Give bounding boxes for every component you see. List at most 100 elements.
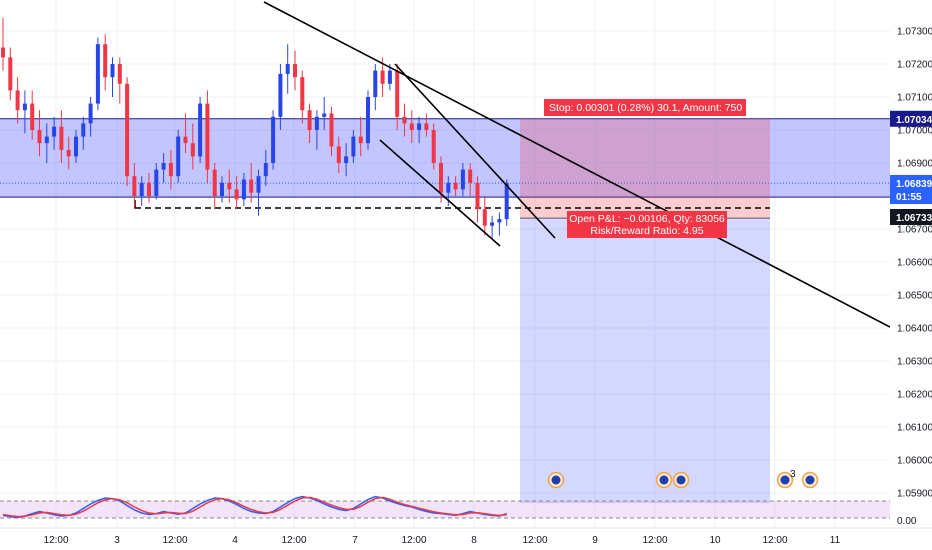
price-tick-label: 1.06400 <box>897 324 932 335</box>
time-tick-label: 12:00 <box>43 535 68 546</box>
grid <box>0 0 890 528</box>
bar-countdown: 01:55 <box>896 192 922 203</box>
candle-body <box>314 116 319 130</box>
time-tick-label: 12:00 <box>642 535 667 546</box>
price-axis[interactable]: 1.07300 1.07200 1.07100 1.07000 1.06900 1.068… <box>890 0 932 528</box>
time-tick-label: 12:00 <box>162 535 187 546</box>
candle-body <box>8 57 13 91</box>
candle-body <box>198 103 203 157</box>
candle-body <box>504 182 509 220</box>
time-tick-label: 9 <box>592 535 598 546</box>
event-flag-icon <box>659 475 669 485</box>
candle-body <box>183 136 188 144</box>
candle-body <box>117 64 122 84</box>
oscillator-band <box>0 501 890 518</box>
candle-body <box>1 47 5 58</box>
time-axis[interactable]: 12:00 3 12:00 4 12:00 7 12:00 8 12:00 9 12:00 10 12:… <box>0 527 932 546</box>
channel-lower-line <box>379 139 501 247</box>
candle-body <box>161 163 166 170</box>
current-price-value: 1.06839 <box>896 179 932 190</box>
stop-label-box <box>544 99 746 116</box>
candle-body <box>380 70 385 84</box>
candle-body <box>154 169 159 196</box>
candle-body <box>387 70 392 84</box>
candle-body <box>256 176 261 193</box>
upper-price-badge <box>890 110 932 127</box>
candle-body <box>234 189 239 200</box>
candle-body <box>475 182 480 210</box>
candle-body <box>249 179 254 193</box>
trend-line-long <box>263 1 891 328</box>
candle-body <box>336 146 341 163</box>
candle-body <box>74 136 78 157</box>
time-tick-label: 10 <box>709 535 721 546</box>
trend-lines <box>263 1 891 328</box>
candle-body <box>139 182 144 196</box>
candle-body <box>453 182 458 190</box>
stop-label: Stop: 0.00301 (0.28%) 30.1, Amount: 750 <box>549 102 742 114</box>
price-tick-label: 1.06900 <box>897 159 932 170</box>
candle-body <box>293 64 297 78</box>
candle-body <box>417 123 422 130</box>
candle-body <box>351 136 356 157</box>
event-flag-icon <box>676 475 686 485</box>
candle-body <box>44 136 49 144</box>
price-axis-bg <box>890 0 932 528</box>
price-tick-label: 1.07300 <box>897 27 932 38</box>
time-tick-label: 12:00 <box>281 535 306 546</box>
current-price-badge <box>890 175 932 204</box>
price-tick-label: 1.07000 <box>897 126 932 137</box>
candle-body <box>271 116 276 163</box>
candle-body <box>241 179 246 200</box>
event-count: 3 <box>790 469 796 480</box>
candle-body <box>344 156 349 163</box>
price-tick-label: 1.07100 <box>897 93 932 104</box>
candle-body <box>424 123 429 130</box>
candle-body <box>322 113 327 117</box>
candle-body <box>59 126 64 150</box>
candle-body <box>205 103 210 170</box>
candle-body <box>439 163 443 193</box>
price-tick-label: 1.06100 <box>897 423 932 434</box>
price-tick-label: 1.06600 <box>897 258 932 269</box>
oscillator-level-label: 0.00 <box>897 516 917 527</box>
candle-body <box>278 73 283 117</box>
candle-body <box>402 116 407 124</box>
price-tick-label: 1.07200 <box>897 60 932 71</box>
time-tick-label: 3 <box>114 535 120 546</box>
candle-body <box>307 110 312 130</box>
candle-body <box>81 123 86 137</box>
event-markers[interactable]: 3 <box>547 469 819 489</box>
candle-body <box>468 169 473 183</box>
channel-upper-line <box>394 63 556 239</box>
candle-body <box>227 182 232 190</box>
risk-reward-label: Risk/Reward Ratio: 4.95 <box>590 225 703 237</box>
event-flag-icon <box>551 475 561 485</box>
candle-body <box>176 136 181 177</box>
candle-body <box>373 70 378 97</box>
pnl-label: Open P&L: −0.00106, Qty: 83056 <box>569 213 725 225</box>
candle-body <box>431 130 436 163</box>
candle-body <box>95 44 100 104</box>
candle-body <box>482 209 487 226</box>
event-flag-icon <box>805 475 815 485</box>
candle-body <box>88 103 93 124</box>
candles <box>1 17 509 239</box>
pnl-label-box <box>567 211 727 238</box>
time-tick-label: 4 <box>232 535 238 546</box>
stop-zone <box>520 118 770 219</box>
candle-body <box>15 90 20 111</box>
candle-body <box>147 182 151 196</box>
position-labels: Stop: 0.00301 (0.28%) 30.1, Amount: 750 O… <box>544 99 746 238</box>
candle-body <box>190 143 195 157</box>
candle-body <box>366 97 370 144</box>
candle-body <box>446 182 451 193</box>
time-tick-label: 8 <box>471 535 477 546</box>
event-flag-icon <box>780 475 790 485</box>
candle-body <box>263 163 268 177</box>
price-tick-label: 1.06300 <box>897 357 932 368</box>
stochastic-d-line <box>2 496 507 518</box>
time-tick-label: 11 <box>830 535 841 546</box>
candle-body <box>395 70 400 117</box>
